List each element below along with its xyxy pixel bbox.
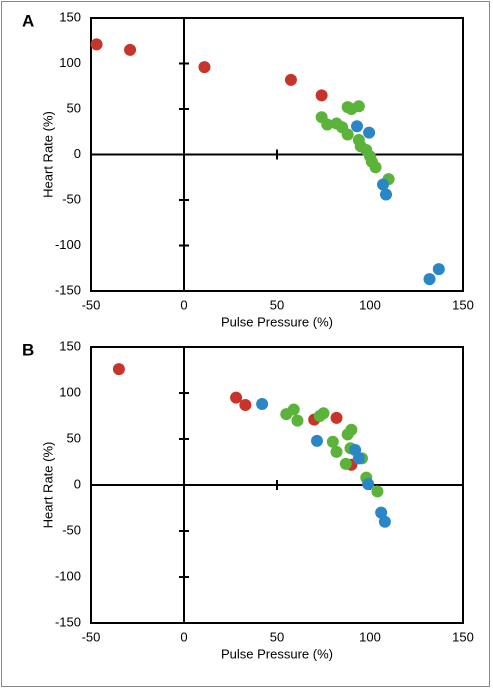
point [326, 435, 339, 448]
y-tick-label: -50 [62, 191, 81, 206]
point [375, 506, 388, 519]
point [230, 391, 243, 404]
point [321, 118, 334, 131]
y-axis-label: Heart Rate (%) [40, 111, 55, 198]
point [310, 434, 323, 447]
point [350, 120, 363, 133]
point [287, 403, 300, 416]
point [352, 452, 365, 465]
point [341, 128, 354, 141]
point [423, 273, 436, 286]
y-tick-label: -50 [62, 522, 81, 537]
y-axis-label: Heart Rate (%) [40, 442, 55, 529]
x-axis-label: Pulse Pressure (%) [221, 646, 333, 661]
point [378, 515, 391, 528]
y-tick-label: 150 [59, 338, 81, 353]
point [363, 126, 376, 139]
point [377, 178, 390, 191]
point [345, 423, 358, 436]
point [369, 161, 382, 174]
point [112, 363, 125, 376]
x-tick-label: 50 [270, 297, 284, 312]
y-tick-label: 100 [59, 384, 81, 399]
point [339, 457, 352, 470]
y-tick-label: 50 [67, 100, 81, 115]
point [432, 263, 445, 276]
point [124, 43, 137, 56]
y-tick-label: 100 [59, 55, 81, 70]
y-tick-label: 50 [67, 430, 81, 445]
y-tick-label: -100 [55, 237, 81, 252]
y-tick-label: 0 [74, 146, 81, 161]
point [90, 38, 103, 51]
x-tick-label: -50 [82, 297, 101, 312]
point [371, 485, 384, 498]
x-axis-label: Pulse Pressure (%) [221, 314, 333, 329]
point [379, 188, 392, 201]
x-tick-label: 150 [452, 297, 474, 312]
x-tick-label: 100 [359, 629, 381, 644]
point [330, 445, 343, 458]
point [239, 398, 252, 411]
point [256, 398, 269, 411]
point [198, 61, 211, 74]
y-tick-label: -150 [55, 282, 81, 297]
point [317, 407, 330, 420]
point [284, 73, 297, 86]
y-tick-label: -100 [55, 568, 81, 583]
x-tick-label: 0 [180, 629, 187, 644]
panel-label: A [22, 11, 34, 30]
point [330, 411, 343, 424]
point [291, 414, 304, 427]
y-tick-label: 0 [74, 476, 81, 491]
x-tick-label: 50 [270, 629, 284, 644]
x-tick-label: -50 [82, 629, 101, 644]
point [352, 100, 365, 113]
panel-label: B [22, 340, 34, 359]
y-tick-label: 150 [59, 9, 81, 24]
point [315, 89, 328, 102]
x-tick-label: 150 [452, 629, 474, 644]
point [362, 478, 375, 491]
x-tick-label: 100 [359, 297, 381, 312]
x-tick-label: 0 [180, 297, 187, 312]
y-tick-label: -150 [55, 614, 81, 629]
